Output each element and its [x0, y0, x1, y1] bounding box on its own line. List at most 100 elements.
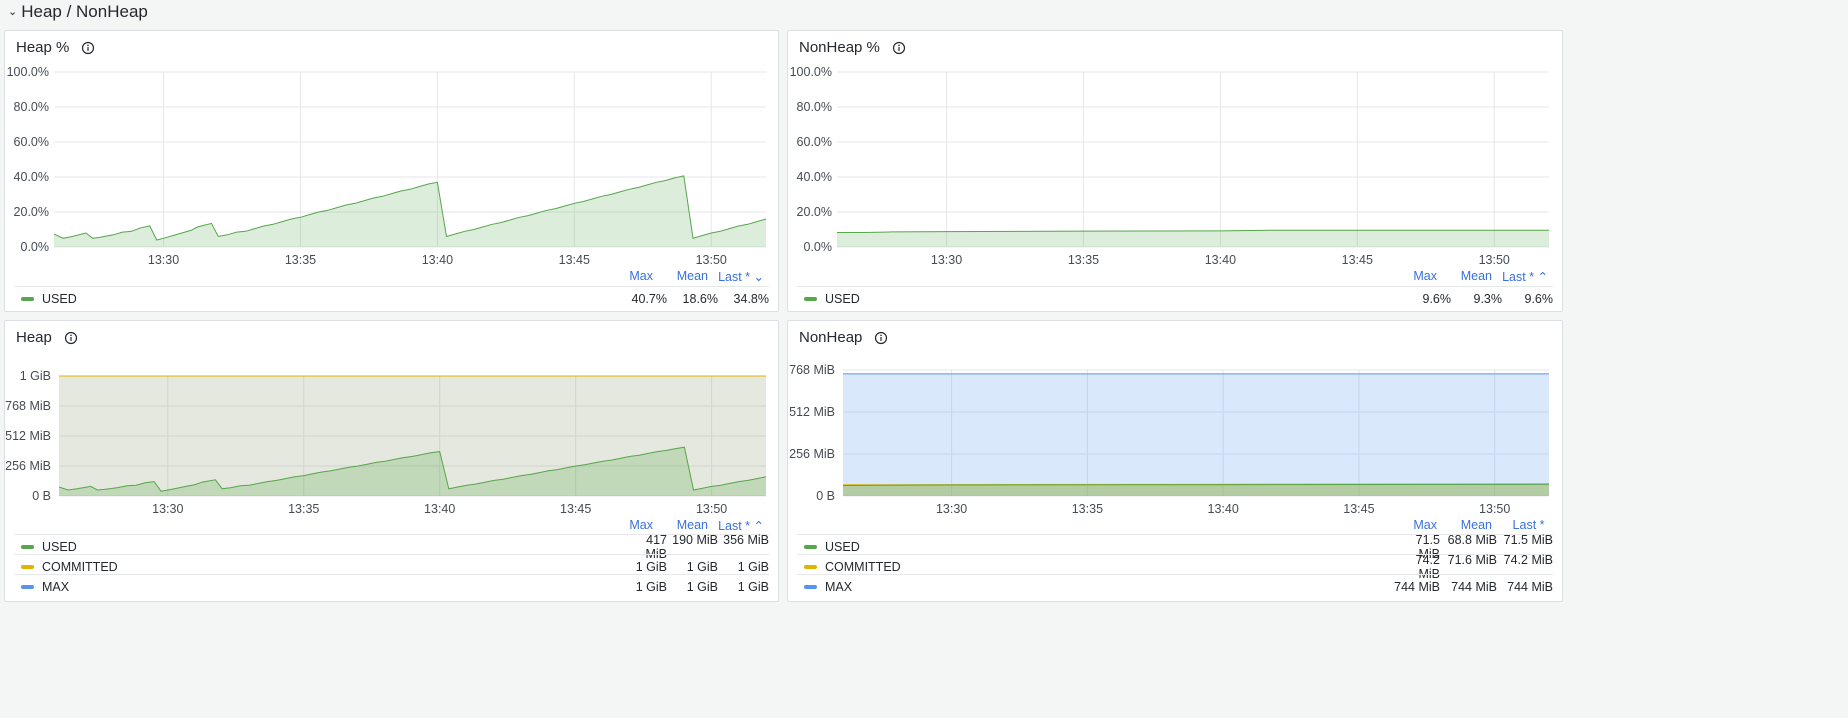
y-tick-label: 40.0%: [797, 170, 832, 184]
x-tick-label: 13:35: [1072, 502, 1103, 516]
y-tick-label: 512 MiB: [789, 405, 835, 419]
x-tick-label: 13:50: [1479, 253, 1510, 267]
series-color-swatch: [21, 584, 34, 589]
info-icon[interactable]: [874, 331, 888, 345]
y-tick-label: 512 MiB: [5, 429, 51, 443]
y-tick-label: 1 GiB: [20, 369, 51, 383]
y-tick-label: 100.0%: [790, 65, 832, 79]
x-tick-label: 13:45: [559, 253, 590, 267]
panel-header[interactable]: NonHeap %: [799, 39, 906, 56]
panel-heap-percent: Heap % 100.0% 80.0% 60.0% 40.0% 20.0% 0.0% 13:…: [4, 30, 779, 312]
panel-nonheap-percent: NonHeap % 100.0% 80.0% 60.0% 40.0% 20.0% 0.0%…: [787, 30, 1563, 312]
legend-row-used[interactable]: USED 40.7% 18.6% 34.8%: [14, 286, 769, 310]
legend-col-max[interactable]: Max: [629, 518, 653, 532]
legend-value-mean: 744 MiB: [1451, 579, 1497, 594]
legend-col-mean[interactable]: Mean: [676, 269, 708, 283]
y-tick-label: 0.0%: [21, 240, 50, 254]
legend-value-last: 1 GiB: [737, 579, 769, 594]
series-name: USED: [42, 539, 77, 554]
legend-value-last: 71.5 MiB: [1503, 532, 1553, 547]
info-icon[interactable]: [64, 331, 78, 345]
legend-col-mean[interactable]: Mean: [676, 518, 708, 532]
panel-header[interactable]: NonHeap: [799, 329, 888, 346]
panel-header[interactable]: Heap %: [16, 39, 95, 56]
series-max-fill: [843, 373, 1549, 496]
x-tick-label: 13:30: [931, 253, 962, 267]
series-name: USED: [825, 291, 860, 306]
chart-heap[interactable]: 1 GiB 768 MiB 512 MiB 256 MiB 0 B 13:30 13:35 1…: [5, 321, 780, 521]
series-max-fill: [59, 376, 766, 496]
legend-col-max[interactable]: Max: [1413, 269, 1437, 283]
series-name: MAX: [825, 579, 853, 594]
x-tick-label: 13:40: [422, 253, 453, 267]
legend-value-mean: 190 MiB: [672, 532, 718, 547]
y-tick-label: 0.0%: [804, 240, 833, 254]
x-tick-label: 13:35: [288, 502, 319, 516]
legend-col-last[interactable]: Last * ⌃: [718, 519, 764, 533]
series-committed-fill: [59, 376, 766, 496]
y-tick-label: 0 B: [32, 489, 51, 503]
sort-desc-icon: ⌄: [753, 270, 764, 284]
legend-row-max[interactable]: MAX 1 GiB 1 GiB 1 GiB: [14, 574, 769, 598]
x-tick-label: 13:30: [148, 253, 179, 267]
legend-row-used[interactable]: USED 71.5 MiB 68.8 MiB 71.5 MiB: [797, 532, 1553, 561]
legend-header: Max Mean Last *: [1405, 518, 1548, 532]
x-tick-label: 13:45: [560, 502, 591, 516]
info-icon[interactable]: [81, 41, 95, 55]
x-tick-label: 13:50: [696, 502, 727, 516]
legend-row-used[interactable]: USED 9.6% 9.3% 9.6%: [797, 286, 1553, 310]
legend-value-mean: 1 GiB: [686, 579, 718, 594]
series-color-swatch: [804, 584, 817, 589]
x-tick-label: 13:35: [1068, 253, 1099, 267]
legend-value-last: 356 MiB: [723, 532, 769, 547]
chart-nonheap[interactable]: 768 MiB 512 MiB 256 MiB 0 B 13:30 13:35 13:40 1…: [788, 321, 1564, 521]
series-used-line: [837, 229, 1549, 233]
legend-col-last[interactable]: Last *: [1512, 518, 1545, 532]
legend-col-mean[interactable]: Mean: [1460, 269, 1492, 283]
series-color-swatch: [804, 296, 817, 301]
series-used-fill: [54, 175, 766, 247]
panel-title: NonHeap: [799, 329, 863, 346]
row-title: Heap / NonHeap: [21, 2, 148, 21]
series-color-swatch: [21, 296, 34, 301]
legend-row-max[interactable]: MAX 744 MiB 744 MiB 744 MiB: [797, 574, 1553, 598]
y-tick-label: 768 MiB: [5, 399, 51, 413]
y-tick-label: 80.0%: [14, 100, 49, 114]
legend-value-last: 74.2 MiB: [1503, 552, 1553, 567]
legend-col-max[interactable]: Max: [629, 269, 653, 283]
x-tick-label: 13:40: [1208, 502, 1239, 516]
x-tick-label: 13:40: [1205, 253, 1236, 267]
legend-col-mean[interactable]: Mean: [1460, 518, 1492, 532]
legend-value-mean: 71.6 MiB: [1447, 552, 1497, 567]
chart-nonheap-percent[interactable]: 100.0% 80.0% 60.0% 40.0% 20.0% 0.0% 13:30 13:35…: [788, 31, 1564, 271]
legend-value-max: 40.7%: [631, 291, 667, 306]
x-tick-label: 13:30: [936, 502, 967, 516]
x-tick-label: 13:35: [285, 253, 316, 267]
panel-nonheap: NonHeap 768 MiB 512 MiB 256 MiB 0 B 13:30 13:…: [787, 320, 1563, 602]
legend-col-last[interactable]: Last * ⌃: [1502, 270, 1548, 284]
legend-value-mean: 68.8 MiB: [1447, 532, 1497, 547]
y-tick-label: 20.0%: [14, 205, 49, 219]
x-tick-label: 13:30: [152, 502, 183, 516]
legend-row-committed[interactable]: COMMITTED 1 GiB 1 GiB 1 GiB: [14, 554, 769, 578]
series-used-line: [58, 446, 767, 492]
legend-value-last: 34.8%: [733, 291, 769, 306]
legend-value-last: 1 GiB: [737, 559, 769, 574]
x-tick-label: 13:40: [424, 502, 455, 516]
legend-col-last[interactable]: Last * ⌄: [718, 270, 764, 284]
legend-col-max[interactable]: Max: [1413, 518, 1437, 532]
legend-value-mean: 9.3%: [1473, 291, 1503, 306]
panel-header[interactable]: Heap: [16, 329, 78, 346]
y-tick-label: 60.0%: [14, 135, 49, 149]
info-icon[interactable]: [892, 41, 906, 55]
legend-row-used[interactable]: USED 417 MiB 190 MiB 356 MiB: [14, 532, 769, 561]
row-collapse-toggle[interactable]: ⌄ Heap / NonHeap: [8, 0, 148, 24]
x-tick-label: 13:45: [1342, 253, 1373, 267]
legend-row-committed[interactable]: COMMITTED 74.2 MiB 71.6 MiB 74.2 MiB: [797, 552, 1553, 581]
series-used-fill: [59, 447, 766, 496]
sort-asc-icon: ⌃: [1537, 270, 1548, 284]
legend-value-max: 744 MiB: [1394, 579, 1440, 594]
y-tick-label: 256 MiB: [789, 447, 835, 461]
chart-heap-percent[interactable]: 100.0% 80.0% 60.0% 40.0% 20.0% 0.0% 13:30 13:35…: [5, 31, 780, 271]
legend-header: Max Mean Last * ⌃: [1405, 269, 1548, 284]
